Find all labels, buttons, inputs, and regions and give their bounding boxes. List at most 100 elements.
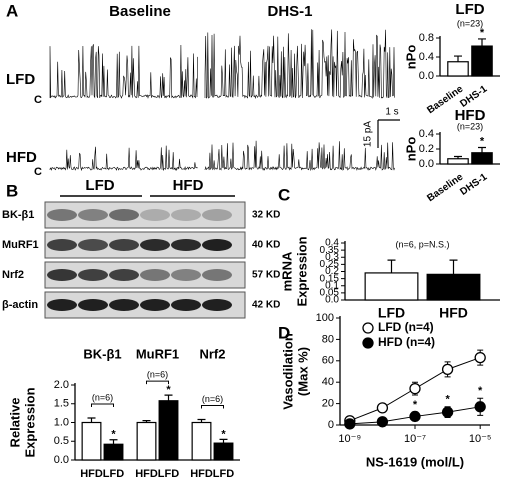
error-bar: [387, 259, 396, 273]
blot-band: [140, 299, 170, 311]
blot-band: [47, 239, 77, 251]
condition-label: DHS-1: [267, 3, 312, 20]
bar: [213, 442, 234, 461]
size-label: 40 KD: [252, 240, 280, 251]
scale-current: 15 pA: [363, 121, 374, 147]
n-label: (n=23): [457, 121, 483, 131]
group-label: Nrf2: [199, 346, 225, 361]
blot-band: [202, 209, 232, 221]
y-tick-label: 0.0: [419, 70, 434, 82]
bracket: [146, 380, 169, 385]
y-tick-label: 0.3: [325, 252, 339, 263]
x-tick-label: HFD: [190, 468, 213, 480]
protein-label: BK-β1: [2, 209, 34, 221]
scale-time: 1 s: [385, 107, 398, 118]
error-bar: [109, 439, 118, 445]
y-tick-label: 0.35: [320, 245, 340, 256]
scale-bar: [377, 119, 400, 148]
n-label: (n=6, p=N.S.): [395, 239, 449, 249]
x-tick-label: DHS-1: [458, 171, 489, 197]
bracket: [201, 405, 224, 409]
blot-band: [171, 239, 201, 251]
error-bar: [87, 417, 96, 423]
marker: [441, 406, 454, 418]
x-tick-label: HFD: [80, 468, 103, 480]
y-tick-label: 0.4: [325, 238, 339, 249]
bar: [136, 421, 157, 461]
blot-group: HFD: [173, 177, 204, 194]
y-label: nPo: [403, 45, 418, 70]
legend-marker: [362, 322, 374, 334]
significance: *: [413, 399, 418, 411]
chart-title: LFD: [455, 1, 484, 18]
condition-label: Baseline: [109, 3, 171, 20]
significance: *: [478, 385, 483, 397]
size-label: 57 KD: [252, 270, 280, 281]
y-tick-label: 40: [322, 376, 334, 388]
error-bar: [164, 394, 173, 401]
x-label: NS-1619 (mol/L): [366, 454, 464, 469]
group-label: BK-β1: [83, 346, 121, 361]
blot-band: [109, 209, 139, 221]
protein-label: Nrf2: [2, 269, 24, 281]
blot-band: [140, 209, 170, 221]
bar: [426, 273, 481, 301]
group-label: HFD: [6, 149, 37, 166]
error-bar: [197, 418, 206, 423]
y-tick-label: 1.0: [54, 416, 69, 428]
significance: *: [221, 428, 226, 440]
y-tick-label: 0.5: [54, 435, 69, 447]
blot-band: [140, 239, 170, 251]
y-tick-label: 0.05: [320, 288, 340, 299]
significance: *: [480, 135, 485, 147]
error-bar: [449, 259, 458, 275]
bar: [103, 443, 124, 461]
blot-band: [78, 239, 108, 251]
channel-trace: [49, 44, 198, 99]
blot-band: [202, 239, 232, 251]
y-tick-label: 0.1: [325, 280, 339, 291]
y-tick-label: 0.15: [320, 273, 340, 284]
y-label: mRNA: [279, 251, 294, 291]
error-bar: [478, 38, 486, 47]
closed-label: C: [34, 166, 42, 178]
chart-title: HFD: [455, 107, 486, 124]
y-tick-label: 60: [322, 355, 334, 367]
n-label: (n=23): [457, 18, 483, 28]
legend-label: LFD (n=4): [378, 320, 434, 334]
y-label: Vasodilation: [280, 333, 295, 410]
bar: [158, 400, 179, 461]
x-tick-label: 10⁻⁵: [469, 433, 492, 445]
significance: *: [445, 394, 450, 406]
blot-band: [109, 239, 139, 251]
bar: [471, 152, 493, 165]
y-tick-label: 0.2: [325, 266, 339, 277]
error-bar: [219, 438, 228, 444]
size-label: 32 KD: [252, 210, 280, 221]
n-label: (n=6): [147, 370, 168, 380]
y-label: Relative: [7, 398, 22, 448]
significance: *: [111, 429, 116, 441]
legend-marker: [362, 337, 374, 349]
marker: [474, 351, 486, 364]
bar: [447, 158, 469, 165]
blot-band: [78, 209, 108, 221]
y-label: (Max %): [295, 347, 310, 396]
y-tick-label: 0.4: [419, 51, 434, 63]
panel-label: A: [6, 1, 18, 20]
blot-band: [78, 269, 108, 281]
blot-band: [78, 299, 108, 311]
y-tick-label: 0.25: [320, 259, 340, 270]
x-tick-label: LFD: [158, 468, 179, 480]
n-label: (n=6): [202, 394, 223, 404]
blot-band: [109, 269, 139, 281]
y-tick-label: 0.2: [419, 143, 434, 155]
protein-label: β-actin: [2, 299, 38, 311]
error-bar: [454, 55, 462, 62]
legend-label: HFD (n=4): [378, 335, 435, 349]
y-tick-label: 80: [322, 333, 334, 345]
y-tick-label: 1.5: [54, 398, 69, 410]
panel-label: C: [278, 185, 290, 204]
blot-band: [171, 269, 201, 281]
